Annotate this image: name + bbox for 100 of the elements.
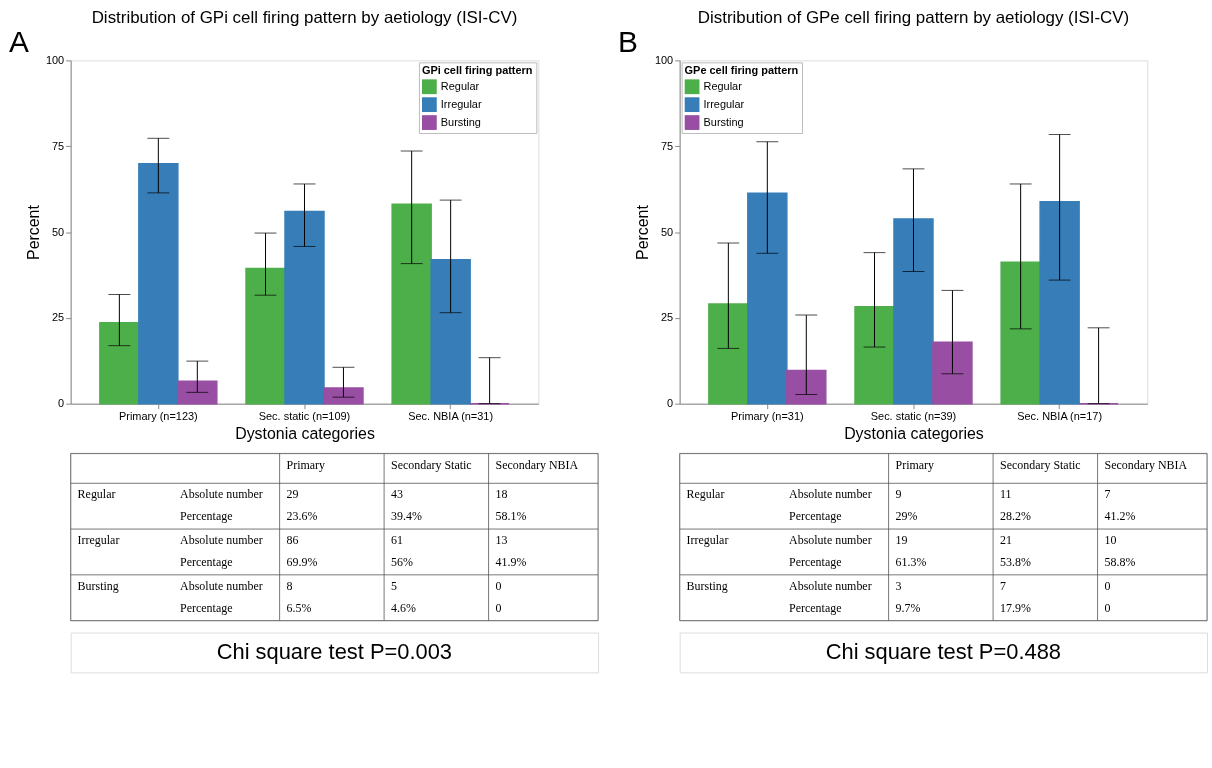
y-axis-title: Percent (633, 204, 651, 260)
bar (854, 306, 895, 405)
text: Secondary Static (1000, 458, 1081, 473)
y-tick-label: 25 (52, 311, 65, 324)
y-tick-label: 100 (654, 53, 674, 66)
text: 69.9% (286, 554, 318, 569)
bar (786, 369, 827, 405)
bar (893, 218, 934, 405)
text: 41.2% (1104, 509, 1136, 524)
text: 8 (286, 578, 293, 593)
text: Percentage (180, 600, 233, 615)
text: 0 (1104, 600, 1111, 615)
text: 29% (895, 509, 918, 524)
text: 43 (391, 487, 404, 502)
text: 23.6% (286, 509, 318, 524)
x-tick-label: Primary (n=123) (118, 410, 198, 423)
bar (391, 203, 432, 405)
text: Regular (686, 487, 725, 502)
text: Percentage (789, 509, 842, 524)
text: 19 (895, 532, 908, 547)
x-tick-label: Sec. static (n=109) (258, 410, 351, 423)
bar (747, 192, 788, 405)
text: Absolute number (789, 578, 872, 593)
y-tick-label: 25 (661, 311, 674, 324)
text: Absolute number (789, 532, 872, 547)
text: Chi square test P=0.003 (216, 639, 452, 665)
text: Absolute number (180, 487, 263, 502)
x-tick-label: Sec. static (n=39) (870, 410, 957, 423)
text: 0 (495, 600, 502, 615)
text: 58.8% (1104, 554, 1136, 569)
text: Bursting (77, 578, 119, 593)
text: Percentage (789, 600, 842, 615)
text: 10 (1104, 532, 1117, 547)
y-tick-label: 75 (52, 139, 65, 152)
text: Secondary NBIA (1104, 458, 1188, 473)
text: Absolute number (180, 532, 263, 547)
text: 9 (895, 487, 902, 502)
text: Irregular (77, 532, 120, 547)
text: 56% (391, 554, 413, 569)
legend-label: Regular (440, 79, 480, 92)
text: A (8, 25, 29, 59)
text: 13 (495, 532, 508, 547)
bar (177, 380, 218, 405)
text: 17.9% (1000, 600, 1031, 615)
text: Bursting (686, 578, 728, 593)
text: Irregular (686, 532, 729, 547)
x-axis-title: Dystonia categories (235, 425, 375, 442)
bar (708, 303, 749, 405)
text: Secondary Static (391, 458, 472, 473)
text: Secondary NBIA (495, 458, 579, 473)
y-tick-label: 100 (45, 53, 65, 66)
legend-label: Bursting (440, 115, 481, 128)
legend-label: Regular (703, 79, 743, 92)
text: Primary (286, 458, 326, 473)
bar (245, 267, 286, 405)
text: 86 (286, 532, 299, 547)
bar (932, 341, 973, 405)
chart-title: Distribution of GPi cell firing pattern by aetiology (ISI-CV) (91, 7, 518, 27)
y-tick-label: 75 (661, 139, 674, 152)
bar (138, 162, 179, 405)
y-tick-label: 50 (661, 225, 674, 238)
legend-label: Irregular (440, 97, 482, 110)
bar (1000, 261, 1041, 405)
text: 58.1% (495, 509, 527, 524)
text: 6.5% (286, 600, 312, 615)
text: B (617, 25, 638, 59)
text: 4.6% (391, 600, 416, 615)
text: 9.7% (895, 600, 921, 615)
text: 0 (1104, 578, 1111, 593)
text: Chi square test P=0.488 (825, 639, 1061, 665)
text: 21 (1000, 532, 1013, 547)
bar (430, 259, 471, 405)
legend-label: Bursting (703, 115, 744, 128)
text: Percentage (180, 509, 233, 524)
legend-title: GPe cell firing pattern (684, 64, 799, 77)
chart-title: Distribution of GPe cell firing pattern by aetiology (ISI-CV) (697, 7, 1130, 27)
text: Primary (895, 458, 935, 473)
text: 61.3% (895, 554, 927, 569)
text: 39.4% (391, 509, 422, 524)
y-tick-label: 0 (667, 397, 674, 410)
text: Percentage (789, 554, 842, 569)
text: 3 (895, 578, 902, 593)
text: 29 (286, 487, 299, 502)
legend-title: GPi cell firing pattern (421, 64, 533, 77)
bar (323, 387, 364, 405)
x-axis-title: Dystonia categories (844, 425, 984, 442)
text: 61 (391, 532, 404, 547)
y-axis-title: Percent (24, 204, 42, 260)
legend-label: Irregular (703, 97, 745, 110)
text: 7 (1000, 578, 1007, 593)
y-tick-label: 50 (52, 225, 65, 238)
y-tick-label: 0 (58, 397, 65, 410)
text: Percentage (180, 554, 233, 569)
text: Absolute number (180, 578, 263, 593)
text: 41.9% (495, 554, 527, 569)
bar (284, 210, 325, 405)
bar (99, 321, 140, 405)
text: 18 (495, 487, 508, 502)
x-tick-label: Sec. NBIA (n=31) (408, 410, 494, 423)
bar (1039, 201, 1080, 405)
